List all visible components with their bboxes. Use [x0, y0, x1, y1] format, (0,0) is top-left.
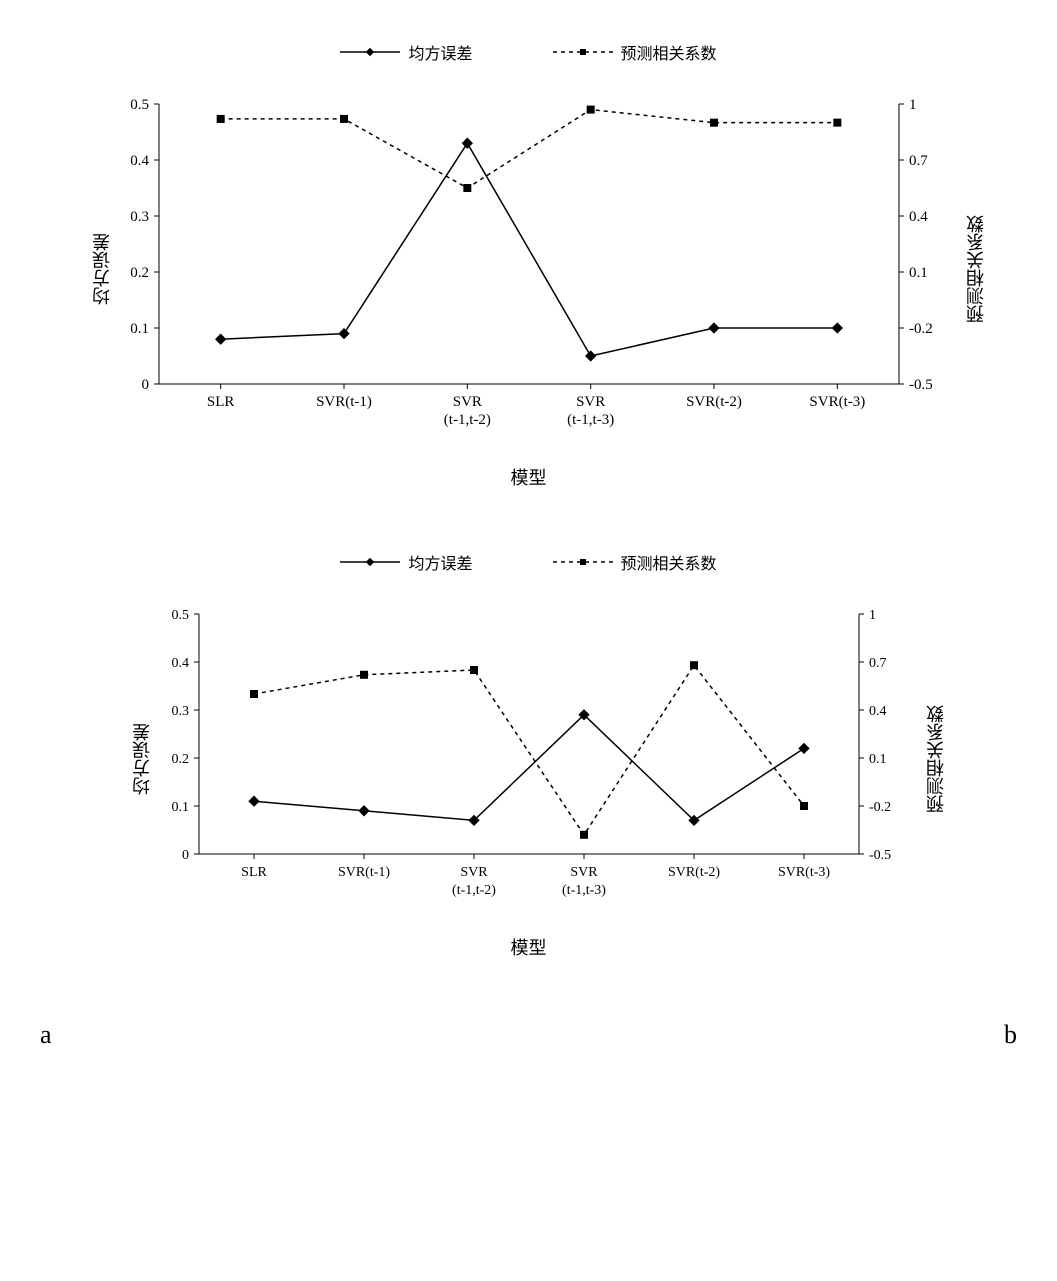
- svg-text:SVR: SVR: [452, 394, 481, 410]
- svg-text:0.1: 0.1: [171, 800, 189, 815]
- legend-item-corr-2: 预测相关系数: [553, 550, 717, 574]
- svg-text:0.7: 0.7: [909, 153, 928, 169]
- svg-text:0.1: 0.1: [869, 752, 887, 767]
- svg-text:0.2: 0.2: [171, 752, 189, 767]
- x-title-1: 模型: [79, 464, 979, 490]
- svg-text:-0.2: -0.2: [869, 800, 891, 815]
- x-title-2: 模型: [119, 934, 939, 960]
- y2-label-2: 预测相关系数: [923, 705, 949, 813]
- svg-text:0: 0: [141, 377, 149, 393]
- svg-text:SVR(t-2): SVR(t-2): [667, 865, 719, 880]
- sub-labels: a b: [20, 1020, 1037, 1050]
- svg-text:0.1: 0.1: [909, 265, 928, 281]
- svg-text:1: 1: [909, 97, 917, 113]
- legend-line-solid: [340, 45, 400, 59]
- svg-text:(t-1,t-2): (t-1,t-2): [452, 883, 496, 898]
- legend-line-solid-2: [340, 555, 400, 569]
- svg-text:-0.5: -0.5: [909, 377, 933, 393]
- svg-text:SVR(t-1): SVR(t-1): [337, 865, 389, 880]
- legend-label-corr-2: 预测相关系数: [621, 550, 717, 574]
- sublabel-a: a: [40, 1020, 52, 1050]
- legend-label-corr: 预测相关系数: [621, 40, 717, 64]
- legend-line-dashed: [553, 45, 613, 59]
- svg-text:0.2: 0.2: [130, 265, 149, 281]
- legend-label-mse: 均方误差: [408, 40, 472, 64]
- svg-text:SVR: SVR: [576, 394, 605, 410]
- plot-1: 0 0.1 0.2 0.3 0.4 0.5 -0.5 -0.2 0.1 0.4 0.7 1 SLR SVR…: [89, 84, 969, 454]
- y1-label-2: 均方误差: [129, 723, 155, 795]
- legend-item-mse-2: 均方误差: [340, 550, 472, 574]
- legend-line-dashed-2: [553, 555, 613, 569]
- svg-text:SLR: SLR: [241, 865, 267, 880]
- svg-text:0.4: 0.4: [130, 153, 149, 169]
- svg-text:-0.2: -0.2: [909, 321, 933, 337]
- legend-1: 均方误差 预测相关系数: [79, 40, 979, 64]
- svg-text:0.5: 0.5: [171, 608, 189, 623]
- svg-text:SVR: SVR: [570, 865, 598, 880]
- y2-label-1: 预测相关系数: [963, 215, 989, 323]
- svg-text:(t-1,t-3): (t-1,t-3): [567, 412, 614, 428]
- svg-text:0.7: 0.7: [869, 656, 887, 671]
- legend-2: 均方误差 预测相关系数: [119, 550, 939, 574]
- svg-text:SVR(t-2): SVR(t-2): [686, 394, 742, 410]
- svg-text:SVR(t-1): SVR(t-1): [316, 394, 372, 410]
- svg-text:0.3: 0.3: [171, 704, 189, 719]
- legend-label-mse-2: 均方误差: [408, 550, 472, 574]
- svg-text:1: 1: [869, 608, 876, 623]
- svg-text:0.1: 0.1: [130, 321, 149, 337]
- svg-text:(t-1,t-3): (t-1,t-3): [562, 883, 606, 898]
- svg-text:SVR(t-3): SVR(t-3): [777, 865, 829, 880]
- svg-text:SLR: SLR: [206, 394, 234, 410]
- chart-1: 均方误差 预测相关系数 均方误差 0 0.1 0.2 0.3 0.4 0.5 -0.5 -0.…: [79, 40, 979, 490]
- y1-label-1: 均方误差: [89, 233, 115, 305]
- svg-text:SVR: SVR: [460, 865, 488, 880]
- svg-text:0.4: 0.4: [171, 656, 189, 671]
- plot-2: 0 0.1 0.2 0.3 0.4 0.5 -0.5 -0.2 0.1 0.4 0.7 1 SLR SVR…: [129, 594, 929, 924]
- legend-item-mse: 均方误差: [340, 40, 472, 64]
- svg-text:0.4: 0.4: [909, 209, 928, 225]
- svg-text:0: 0: [182, 848, 189, 863]
- svg-text:0.3: 0.3: [130, 209, 149, 225]
- svg-text:0.5: 0.5: [130, 97, 149, 113]
- svg-text:(t-1,t-2): (t-1,t-2): [443, 412, 490, 428]
- legend-item-corr: 预测相关系数: [553, 40, 717, 64]
- chart-2: 均方误差 预测相关系数 均方误差 0 0.1 0.2 0.3 0.4 0.5 -0.5 -0.…: [119, 550, 939, 960]
- svg-text:0.4: 0.4: [869, 704, 887, 719]
- svg-text:-0.5: -0.5: [869, 848, 891, 863]
- svg-text:SVR(t-3): SVR(t-3): [809, 394, 865, 410]
- sublabel-b: b: [1004, 1020, 1017, 1050]
